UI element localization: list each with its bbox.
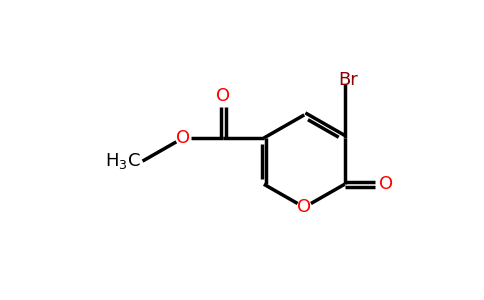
Text: O: O <box>379 175 393 193</box>
Text: O: O <box>176 129 190 147</box>
Text: $\mathregular{H_3C}$: $\mathregular{H_3C}$ <box>105 151 141 171</box>
Text: O: O <box>297 198 311 216</box>
Text: Br: Br <box>339 70 359 88</box>
Text: O: O <box>216 87 230 105</box>
